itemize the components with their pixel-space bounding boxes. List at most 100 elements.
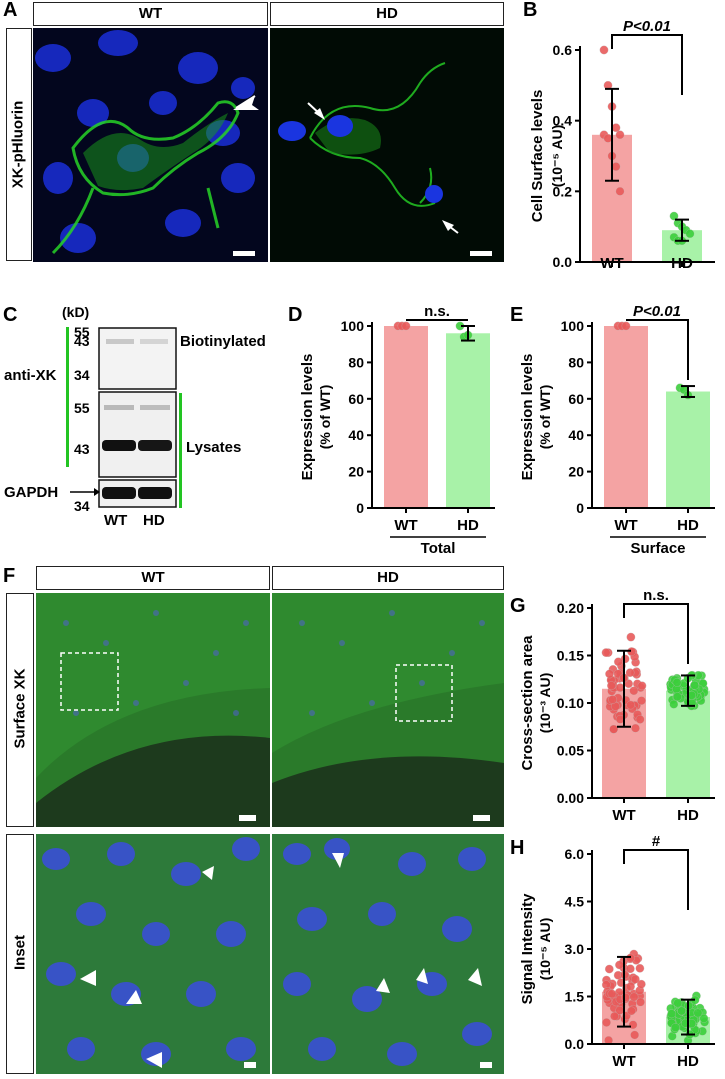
- biotinylated-label: Biotinylated: [180, 333, 266, 350]
- data-point: [626, 953, 635, 963]
- y-axis-unit: (% of WT): [317, 385, 333, 450]
- y-tick-label: 0.6: [553, 42, 573, 58]
- panel-f-wt-inset: [36, 834, 270, 1074]
- panel-a-hd-header: HD: [270, 2, 504, 26]
- data-point: [629, 686, 639, 696]
- panel-f-hd-overview-image: [272, 593, 504, 827]
- y-tick-label: 80: [348, 354, 364, 370]
- arrow-icon: [442, 220, 454, 231]
- significance-bracket: [623, 849, 689, 910]
- data-point: [677, 1006, 686, 1016]
- bar-hd: [666, 391, 710, 508]
- panel-a-row-label-box: [6, 28, 32, 261]
- panel-a-row-label: XK-pHluorin: [9, 100, 27, 189]
- group-label: Surface: [630, 540, 685, 557]
- panel-f-hd-inset-image: [272, 834, 504, 1074]
- scale-bar: [473, 815, 490, 821]
- marker-34-bottom: 34: [74, 498, 90, 514]
- inset-box: [60, 652, 119, 711]
- data-point: [621, 993, 630, 1002]
- data-point: [607, 989, 617, 999]
- x-tick-label: HD: [457, 517, 479, 534]
- data-point: [621, 321, 631, 331]
- significance-label: #: [652, 833, 661, 850]
- data-point: [604, 964, 614, 974]
- y-tick-label: 0.2: [553, 183, 573, 199]
- x-tick-label: WT: [600, 255, 623, 272]
- data-point: [669, 699, 679, 709]
- data-point: [626, 700, 635, 710]
- scale-bar: [239, 815, 256, 821]
- y-tick-label: 0.10: [557, 695, 584, 711]
- y-tick-label: 100: [341, 318, 365, 334]
- data-point: [615, 960, 624, 970]
- y-tick-label: 40: [348, 427, 364, 443]
- panel-a-hd-micrograph: [270, 28, 504, 262]
- data-point: [630, 1030, 639, 1040]
- x-tick-label: WT: [394, 517, 417, 534]
- data-point: [613, 657, 623, 667]
- y-tick-label: 100: [561, 318, 585, 334]
- data-point: [635, 963, 645, 973]
- marker-34-top: 34: [74, 367, 90, 383]
- panel-g-letter: G: [510, 595, 526, 617]
- y-tick-label: 60: [568, 391, 584, 407]
- data-point: [669, 211, 679, 221]
- data-point: [625, 964, 635, 974]
- y-tick-label: 0.0: [553, 254, 573, 270]
- data-point: [628, 1020, 638, 1030]
- data-point: [603, 133, 613, 143]
- data-point: [608, 695, 618, 704]
- y-tick-label: 0.4: [553, 113, 573, 129]
- y-axis-label: Expression levels: [519, 354, 536, 481]
- data-point: [631, 974, 640, 984]
- significance-label: P<0.01: [623, 18, 671, 35]
- panel-f-hd-overview: [272, 593, 504, 827]
- panel-f-letter: F: [3, 565, 16, 587]
- group-label: Total: [421, 540, 456, 557]
- panel-f-wt-overview: [36, 593, 270, 827]
- panel-f-row1-label: Surface XK: [11, 668, 29, 749]
- lysates-label: Lysates: [186, 439, 242, 456]
- x-tick-label: WT: [614, 517, 637, 534]
- kd-label: (kD): [62, 304, 90, 320]
- panel-d-letter: D: [288, 304, 303, 326]
- panel-h-chart: 0.0 1.5 3.0 4.5 6.0 WT HD Signal Intensity (10⁻⁵…: [519, 833, 715, 1070]
- lane-hd: HD: [143, 512, 165, 529]
- y-tick-label: 4.5: [565, 894, 585, 910]
- data-point: [626, 632, 636, 642]
- inset-box: [395, 664, 453, 722]
- x-tick-label: WT: [612, 807, 635, 824]
- marker-55-top: 55: [74, 324, 90, 340]
- y-tick-label: 20: [568, 464, 584, 480]
- arrowhead-icon: [332, 853, 482, 993]
- panel-f-wt-inset-image: [36, 834, 270, 1074]
- panel-a-hd-image: [270, 28, 504, 262]
- data-point: [631, 723, 640, 733]
- panel-b-chart: 0.0 0.2 0.4 0.6 WT HD Cell Surface levels (10⁻⁵…: [529, 18, 715, 272]
- data-point: [636, 997, 645, 1007]
- significance-label: P<0.01: [633, 303, 681, 320]
- panel-e-chart: 0 20 40 60 80 100 WT HD Surface Expression levels…: [519, 303, 715, 557]
- y-tick-label: 6.0: [565, 846, 585, 862]
- arrowhead-icon: [80, 866, 214, 1068]
- gapdh-label: GAPDH: [4, 484, 59, 501]
- y-tick-label: 1.5: [565, 989, 585, 1005]
- y-tick-label: 20: [348, 464, 364, 480]
- panel-f-row2-label: Inset: [11, 935, 29, 971]
- panel-f-wt-header: WT: [36, 566, 270, 590]
- data-point: [599, 45, 609, 55]
- y-tick-label: 3.0: [565, 941, 585, 957]
- x-tick-label: HD: [677, 517, 699, 534]
- data-point: [615, 130, 625, 140]
- panel-a-wt-micrograph: [33, 28, 268, 262]
- y-tick-label: 0: [576, 500, 584, 516]
- data-point: [629, 992, 639, 1002]
- data-point: [636, 979, 646, 989]
- y-axis-label: Expression levels: [299, 354, 316, 481]
- y-tick-label: 0.0: [565, 1036, 585, 1052]
- y-axis-unit: (% of WT): [537, 385, 553, 450]
- data-point: [635, 715, 645, 724]
- panel-f-row2-box: [6, 834, 34, 1074]
